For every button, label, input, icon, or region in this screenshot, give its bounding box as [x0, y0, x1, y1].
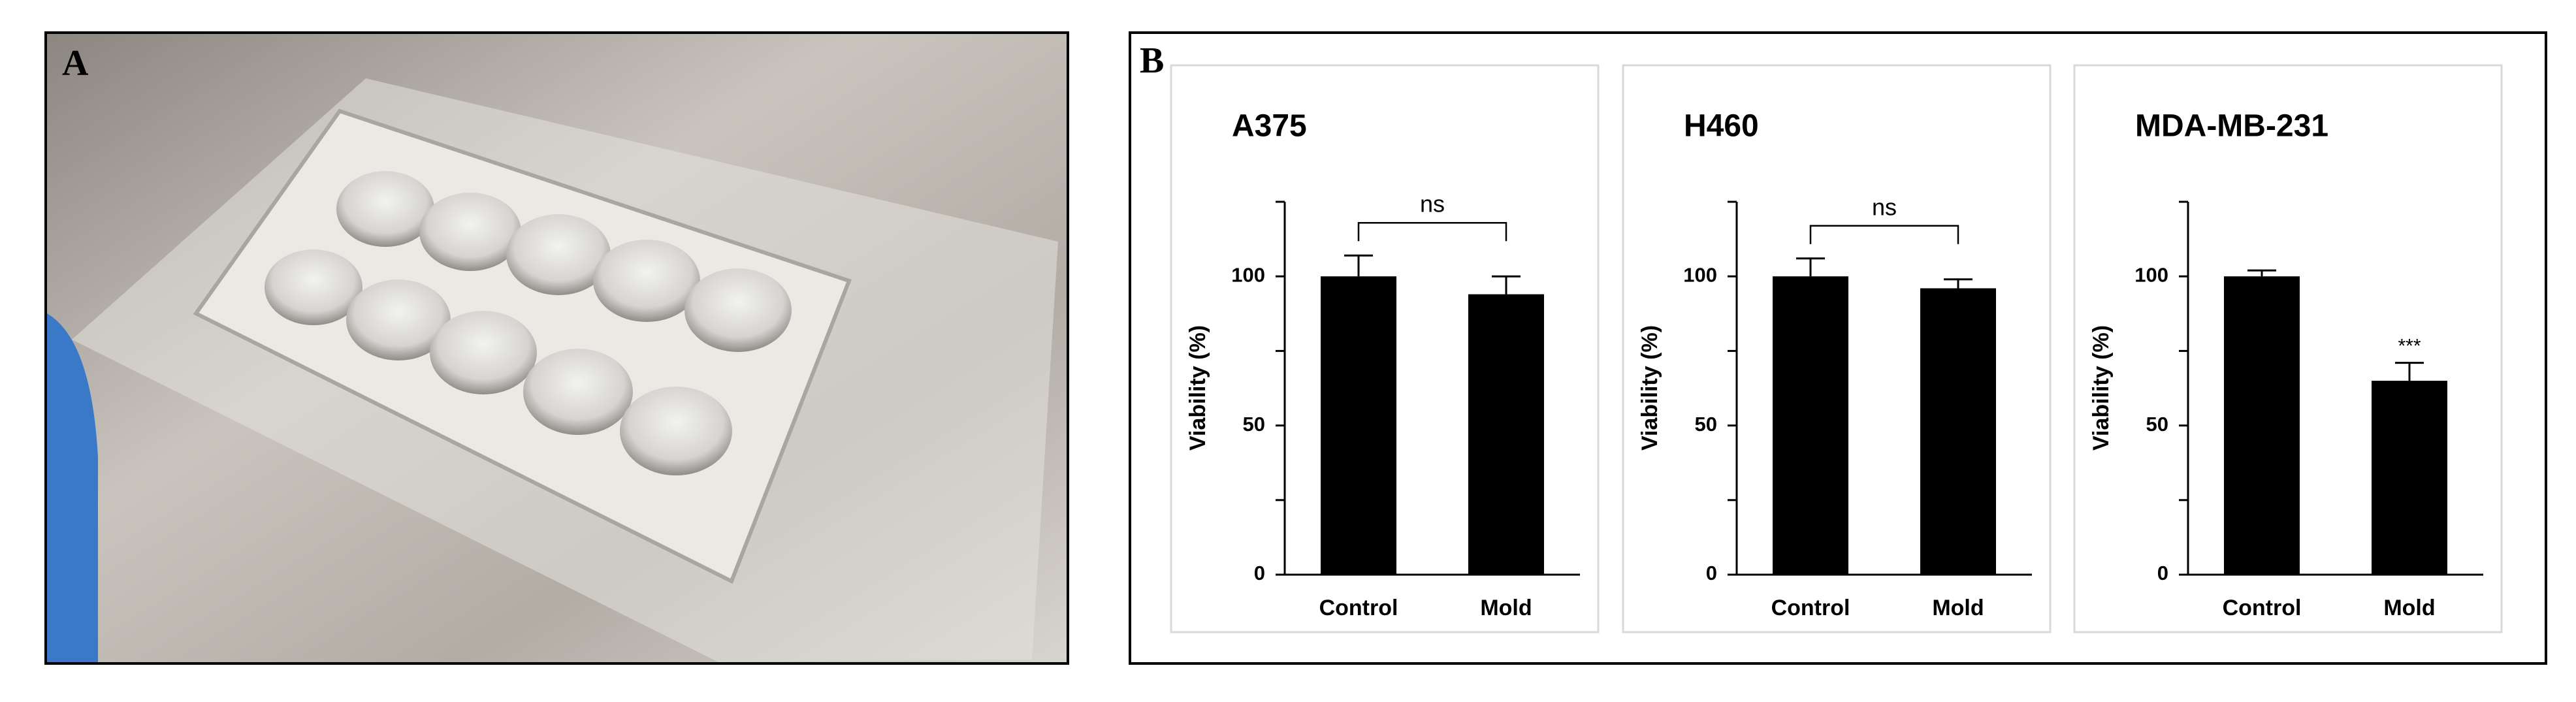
bar	[1321, 276, 1396, 575]
y-tick-label: 50	[1695, 413, 1717, 436]
bar	[1920, 288, 1996, 575]
y-tick-label: 0	[2157, 562, 2168, 584]
bar	[1773, 276, 1848, 575]
subpanel	[1622, 64, 2052, 633]
chart-title: H460	[1684, 109, 1759, 144]
significance-label: ns	[1420, 191, 1445, 217]
significance-label: ns	[1872, 193, 1897, 220]
y-axis-label: Viability (%)	[2089, 325, 2114, 451]
x-tick-label: Mold	[2383, 596, 2435, 620]
wells	[265, 171, 792, 475]
y-tick-label: 50	[1243, 413, 1265, 436]
subpanel	[2073, 64, 2503, 633]
y-axis-label: Viability (%)	[1185, 325, 1210, 451]
bar	[1468, 294, 1544, 575]
y-tick-label: 100	[2134, 263, 2168, 286]
y-tick-label: 100	[1683, 263, 1717, 286]
significance-bracket	[1809, 225, 1959, 244]
bar	[2224, 276, 2300, 575]
x-tick-label: Mold	[1932, 596, 1984, 620]
panel-label: A	[62, 43, 89, 84]
significance-label: ***	[2398, 336, 2421, 357]
glove	[47, 313, 98, 662]
y-tick-label: 0	[1706, 562, 1717, 584]
x-tick-label: Control	[1319, 596, 1398, 620]
x-tick-label: Control	[2223, 596, 2302, 620]
y-tick-label: 50	[2146, 413, 2168, 436]
chart-title: A375	[1232, 109, 1307, 144]
subpanel	[1170, 64, 1600, 633]
y-axis-label: Viability (%)	[1637, 325, 1662, 451]
photo-panel: A	[44, 31, 1069, 665]
significance-bracket	[1357, 221, 1507, 242]
y-tick-label: 100	[1231, 263, 1265, 286]
bar	[2372, 381, 2447, 575]
panel-label: B	[1140, 40, 1164, 81]
chart-title: MDA-MB-231	[2135, 109, 2328, 144]
x-tick-label: Control	[1771, 596, 1850, 620]
x-tick-label: Mold	[1480, 596, 1532, 620]
y-tick-label: 0	[1254, 562, 1265, 584]
